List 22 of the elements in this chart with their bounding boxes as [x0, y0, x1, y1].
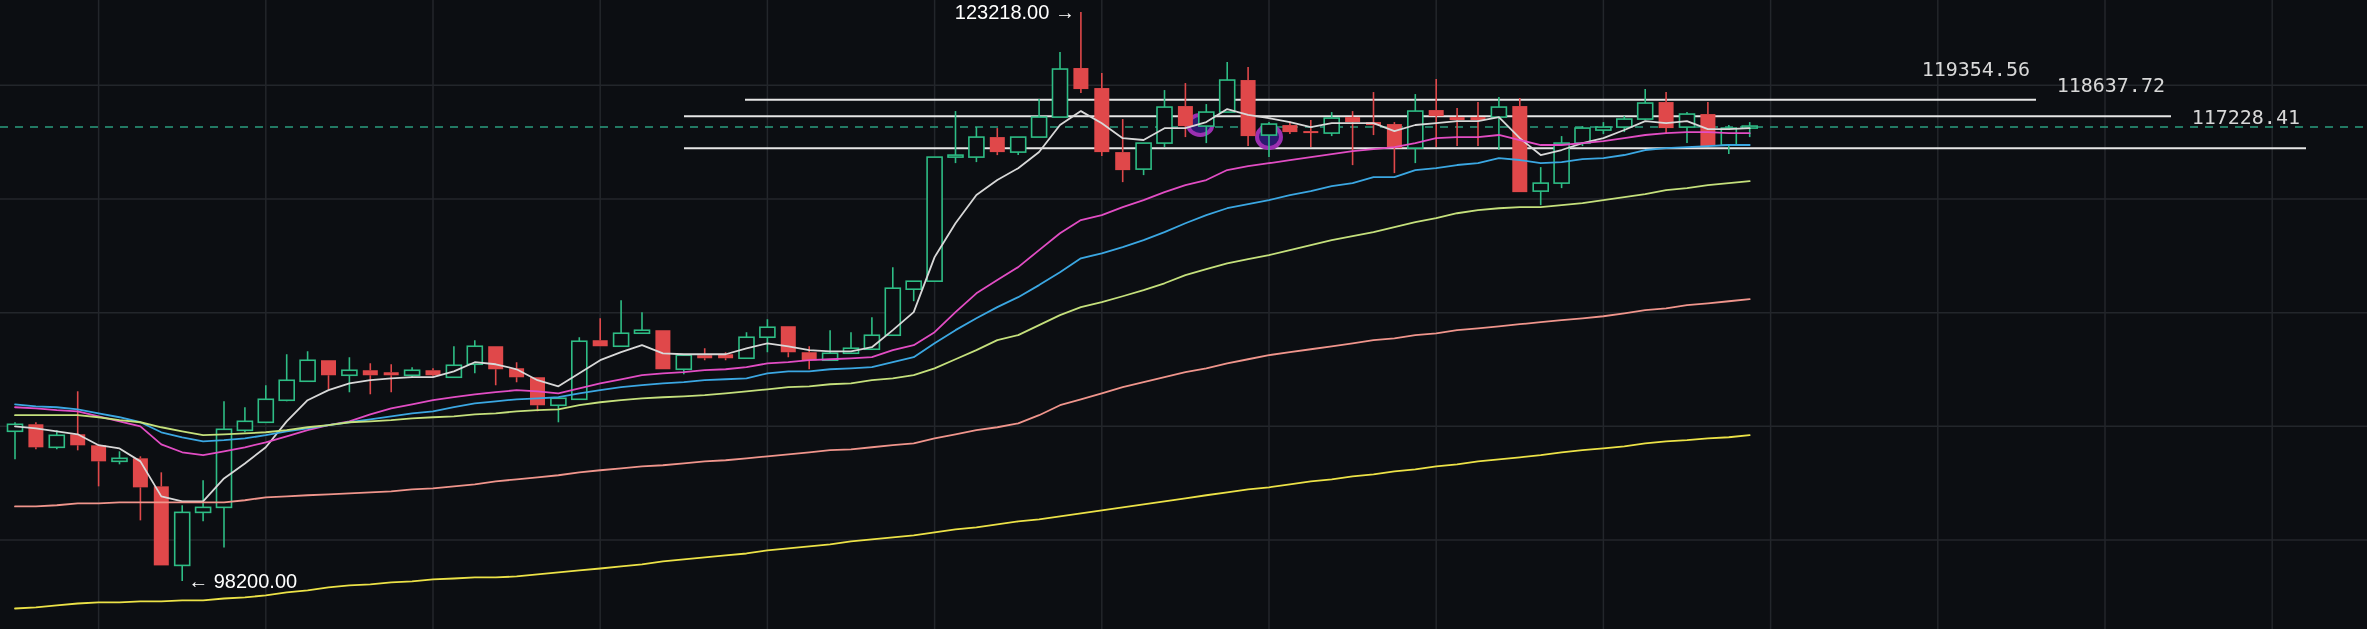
candlestick — [697, 347, 713, 362]
ref-line-label: 117228.41 — [2191, 105, 2300, 130]
ref-line-label: 119354.56 — [1921, 56, 2030, 81]
candlestick — [1658, 91, 1674, 134]
ref-line-label: 118637.72 — [2056, 73, 2165, 98]
candlestick — [1449, 107, 1465, 147]
candlestick — [1115, 118, 1131, 183]
candlestick — [1240, 66, 1256, 147]
candlestick — [466, 339, 484, 375]
candlestick — [383, 363, 399, 394]
candlestick — [1303, 119, 1319, 148]
candlestick — [1094, 72, 1110, 157]
candlestick — [1490, 96, 1508, 151]
annotation: ← 98200.00 — [188, 570, 298, 592]
annotation: 123218.00 → — [954, 1, 1075, 23]
candlestick — [1470, 101, 1486, 147]
candlestick — [28, 421, 44, 451]
candlestick — [194, 479, 212, 523]
candlestick — [1428, 78, 1444, 148]
candlestick — [173, 504, 191, 582]
candlestick — [1532, 166, 1549, 206]
candlestick — [1073, 11, 1089, 94]
